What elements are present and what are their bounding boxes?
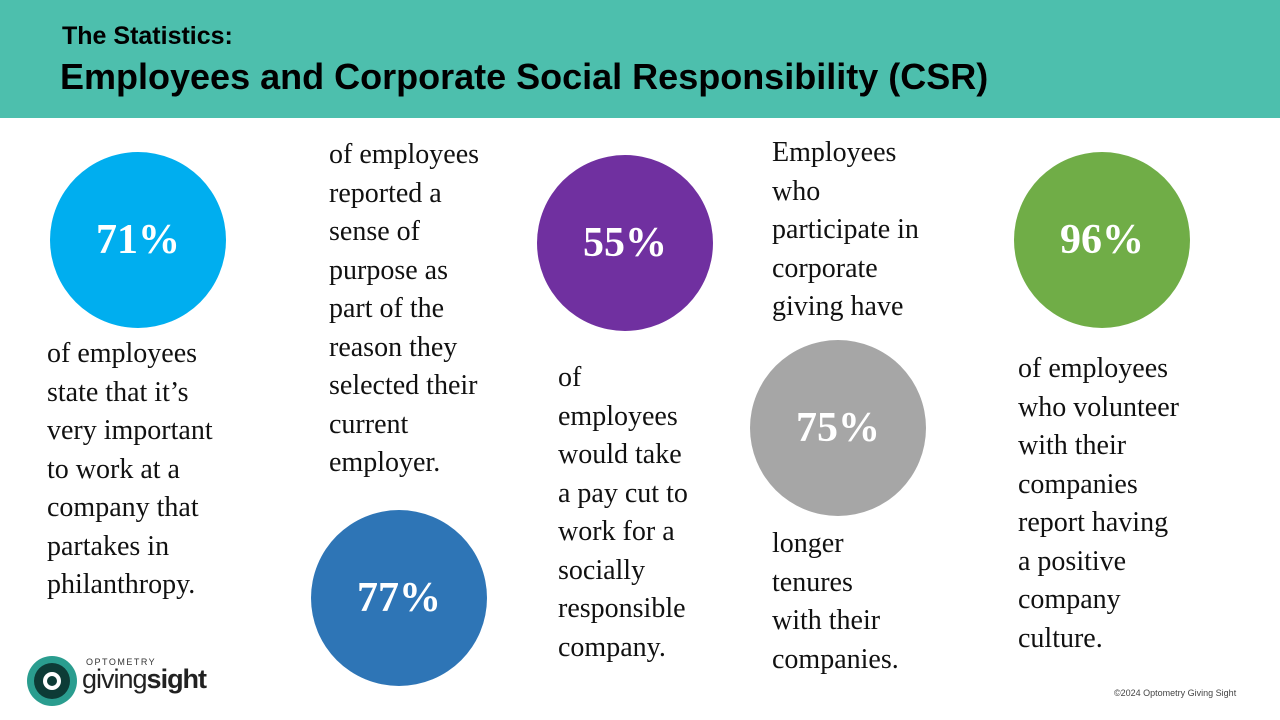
copyright: ©2024 Optometry Giving Sight <box>1114 688 1237 698</box>
title: Employees and Corporate Social Responsib… <box>60 56 989 97</box>
stat-text: company. <box>558 631 666 663</box>
stat-text: longer <box>772 528 844 559</box>
logo-wordmark: givingsight <box>82 664 207 695</box>
stat-text: purpose as <box>329 254 448 286</box>
stat-text: partakes in <box>47 530 170 562</box>
stat-text: of employees <box>1018 353 1169 384</box>
stat-text: corporate <box>772 252 878 284</box>
stat-text: with their <box>772 605 881 636</box>
stat-text: responsible <box>558 593 686 624</box>
stat-circle: 96% <box>1014 152 1190 328</box>
stat-text: reported a <box>329 177 442 209</box>
subtitle: The Statistics: <box>62 22 233 50</box>
stat-text: state that it’s <box>47 376 189 408</box>
stat-text: employees <box>558 400 678 432</box>
stat-text: report having <box>1018 507 1169 538</box>
stat-text: with their <box>1018 430 1127 461</box>
stat-text: participate in <box>772 214 919 245</box>
stat-text: tenures <box>772 566 853 598</box>
stat-text: work for a <box>558 516 675 547</box>
stat-circle: 77% <box>311 510 487 686</box>
logo-icon <box>27 656 77 706</box>
stat-text: philanthropy. <box>47 569 196 600</box>
stat-text: Employees <box>772 137 897 168</box>
stat-text: who <box>772 175 821 207</box>
stat-text: companies <box>1018 468 1138 500</box>
stat-text: of <box>558 362 582 393</box>
stat-text: very important <box>47 415 213 446</box>
stat-text: a pay cut to <box>558 477 688 509</box>
stat-circle: 71% <box>50 152 226 328</box>
stat-circle: 55% <box>537 155 713 331</box>
logo-word: sight <box>146 664 207 694</box>
stat-text: socially <box>558 554 646 586</box>
stat-text: giving have <box>772 291 904 322</box>
stat-text: reason they <box>329 331 458 363</box>
stat-circle: 75% <box>750 340 926 516</box>
stat-text: to work at a <box>47 453 180 485</box>
stat-text: selected their <box>329 370 478 401</box>
stat-text: culture. <box>1018 622 1103 654</box>
stat-text: company <box>1018 584 1121 615</box>
stat-text: of employees <box>329 139 480 170</box>
stat-text: a positive <box>1018 545 1127 577</box>
stat-text: employer. <box>329 447 441 478</box>
stat-text: companies. <box>772 643 899 675</box>
stat-text: current <box>329 408 409 440</box>
stat-text: would take <box>558 439 682 470</box>
stat-text: part of the <box>329 293 445 324</box>
stat-text: of employees <box>47 338 198 369</box>
stat-text: who volunteer <box>1018 391 1179 423</box>
header-band: The Statistics: Employees and Corporate … <box>0 0 1280 118</box>
stat-text: sense of <box>329 216 420 247</box>
logo-text: OPTOMETRY <box>86 657 157 667</box>
logo-word: giving <box>82 664 148 694</box>
stat-text: company that <box>47 492 199 523</box>
